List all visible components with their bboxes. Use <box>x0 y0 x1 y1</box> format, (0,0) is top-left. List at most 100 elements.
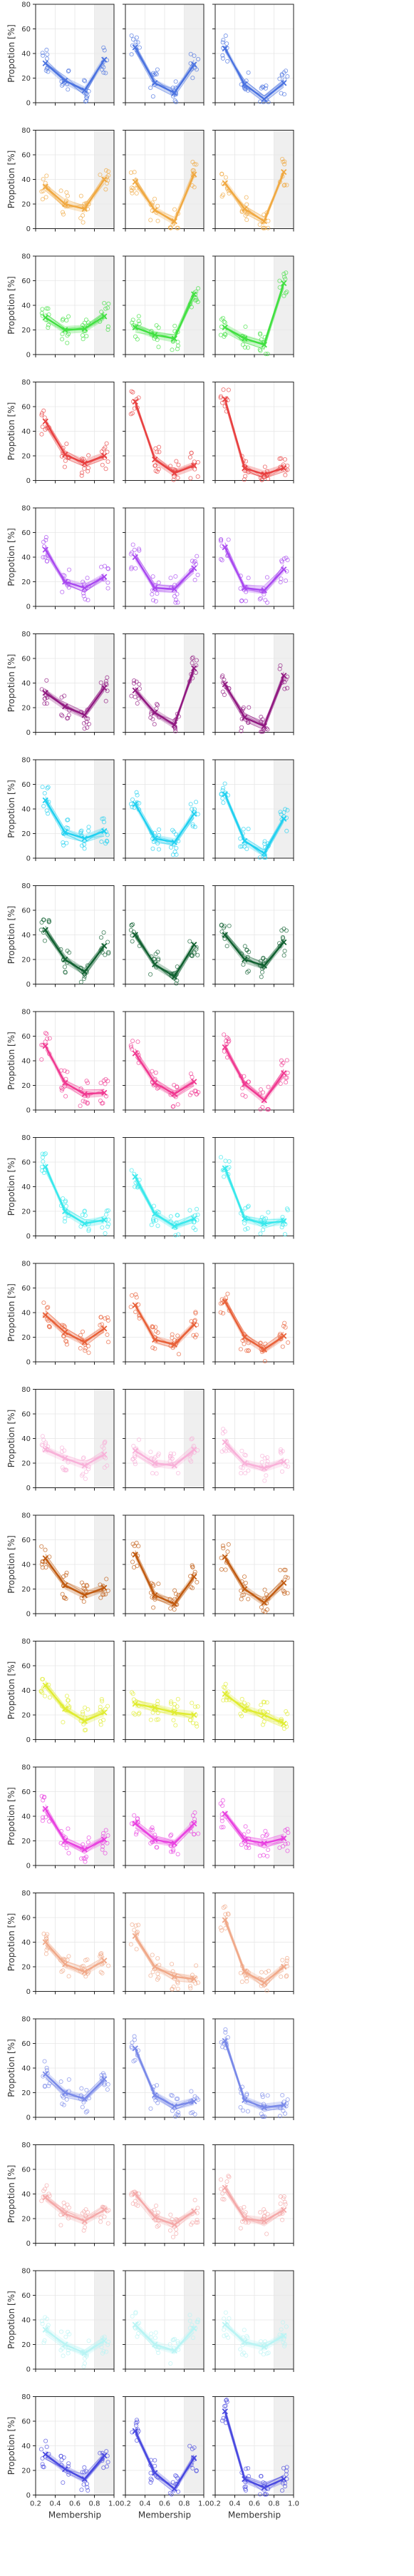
scatter-point <box>195 2319 200 2324</box>
scatter-point <box>279 2488 285 2493</box>
panel <box>123 1011 205 1113</box>
scatter-point <box>81 220 86 225</box>
mean-line <box>44 1045 105 1095</box>
scatter-point <box>175 347 180 352</box>
y-tick-label: 0 <box>26 2366 31 2374</box>
mean-marker <box>152 2214 158 2221</box>
confidence-band <box>45 2194 105 2225</box>
scatter-point <box>40 1818 45 1823</box>
scatter-point <box>238 2226 243 2231</box>
scatter-point <box>244 846 249 852</box>
mean-marker <box>42 1312 48 1318</box>
scatter-point <box>130 797 135 802</box>
scatter-point <box>45 785 50 790</box>
scatter-point <box>261 2352 266 2357</box>
series-line <box>135 2324 195 2351</box>
scatter-point <box>150 1953 155 1958</box>
x-tick-label: 1.0 <box>288 2500 299 2508</box>
mean-line <box>224 48 285 101</box>
scatter-point <box>61 1720 66 1725</box>
scatter-point <box>83 2109 88 2114</box>
mean-line <box>44 2196 105 2222</box>
mean-marker <box>132 800 138 808</box>
y-tick-label: 20 <box>21 1586 31 1594</box>
scatter-point <box>242 2204 247 2210</box>
scatter-point <box>104 2349 109 2354</box>
scatter-point <box>219 558 224 563</box>
mean-marker <box>191 2208 197 2214</box>
scatter-point <box>280 2217 285 2222</box>
scatter-point <box>84 95 89 100</box>
scatter-point <box>41 803 46 809</box>
scatter-point <box>282 680 287 685</box>
scatter-point <box>86 2488 90 2493</box>
scatter-point <box>102 300 107 305</box>
scatter-point <box>259 966 264 971</box>
mean-marker <box>62 452 68 458</box>
scatter-point <box>187 1718 192 1723</box>
mean-line <box>134 1554 195 1605</box>
scatter-point <box>155 2213 160 2218</box>
mean-marker <box>132 1174 138 1180</box>
scatter-point <box>150 1345 155 1350</box>
series-line <box>45 1687 105 1718</box>
scatter-point <box>133 1923 138 1928</box>
scatter-point <box>133 2310 138 2315</box>
confidence-band <box>224 2184 284 2225</box>
scatter-point <box>226 1542 231 1547</box>
scatter-point <box>83 1974 88 1979</box>
y-tick-label: 20 <box>21 1208 31 1216</box>
scatter-point <box>83 2214 88 2219</box>
scatter-point <box>242 1574 247 1579</box>
scatter-point <box>86 828 91 833</box>
confidence-band <box>135 1445 195 1470</box>
panel <box>123 2144 205 2246</box>
scatter-point <box>263 352 269 357</box>
scatter-point <box>190 1701 195 1706</box>
mean-marker <box>62 1838 68 1844</box>
y-tick-label: 20 <box>21 1838 31 1846</box>
mean-marker <box>101 56 108 63</box>
scatter-point <box>130 322 135 328</box>
scatter-point <box>170 1849 175 1854</box>
y-axis-label: Propotion [%] <box>6 780 16 838</box>
scatter-point <box>176 1352 181 1357</box>
series-line <box>45 2453 105 2475</box>
scatter-point <box>190 822 195 827</box>
mean-marker <box>132 1821 138 1827</box>
scatter-point <box>239 844 244 849</box>
scatter-point <box>83 2225 88 2230</box>
scatter-point <box>153 1325 158 1330</box>
y-tick-label: 40 <box>21 1813 31 1821</box>
scatter-point <box>258 2339 264 2344</box>
scatter-point <box>43 195 48 200</box>
mean-marker <box>261 2485 267 2491</box>
scatter-point <box>98 1970 103 1975</box>
scatter-point <box>131 37 136 42</box>
scatter-point <box>174 2226 179 2232</box>
scatter-point <box>152 2458 157 2463</box>
y-tick-label: 0 <box>26 2240 31 2248</box>
scatter-point <box>219 2418 225 2423</box>
y-tick-label: 60 <box>21 1159 31 1167</box>
scatter-point <box>59 2458 64 2463</box>
scatter-point <box>238 836 243 841</box>
mean-marker <box>222 1165 228 1171</box>
scatter-point <box>46 785 51 790</box>
scatter-point <box>65 1069 70 1074</box>
mean-marker <box>242 205 248 213</box>
mean-marker <box>42 1682 48 1689</box>
scatter-point <box>224 944 229 949</box>
scatter-point <box>281 293 286 298</box>
scatter-point <box>172 98 177 103</box>
y-tick-label: 40 <box>21 51 31 58</box>
scatter-point <box>243 599 249 604</box>
scatter-point <box>44 56 50 61</box>
mean-marker <box>171 974 177 980</box>
scatter-point <box>239 1714 244 1719</box>
y-tick-label: 60 <box>21 2040 31 2048</box>
scatter-point <box>284 290 289 295</box>
